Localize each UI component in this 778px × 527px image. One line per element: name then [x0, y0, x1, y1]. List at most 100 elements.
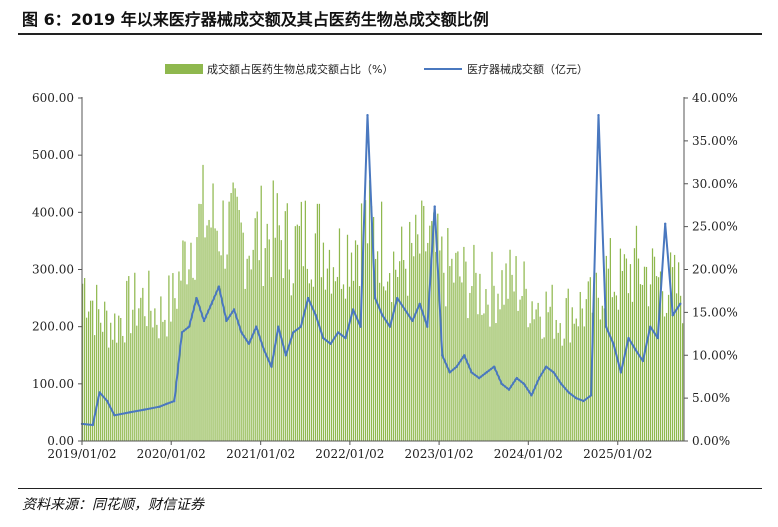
- ratio-bar: [401, 226, 403, 441]
- ratio-bar: [535, 309, 537, 441]
- ratio-bar: [220, 255, 222, 441]
- ratio-bar: [158, 338, 160, 441]
- legend: 成交额占医药生物总成交额占比（%） 医疗器械成交额（亿元）: [165, 62, 588, 76]
- ratio-bar: [583, 326, 585, 441]
- line-series: [80, 114, 682, 427]
- ratio-bar: [326, 268, 329, 441]
- ratio-bar: [603, 308, 605, 441]
- ratio-bar: [134, 272, 136, 441]
- trading-amount-point: [262, 348, 265, 351]
- right-tick-label: 25.00%: [692, 220, 738, 234]
- trading-amount-point: [649, 325, 652, 328]
- ratio-bar: [677, 262, 680, 441]
- ratio-bar: [90, 300, 92, 441]
- ratio-bar: [657, 277, 660, 441]
- ratio-bar: [196, 237, 198, 441]
- ratio-bar: [152, 327, 154, 441]
- ratio-bar: [172, 273, 174, 441]
- ratio-bar: [521, 296, 523, 441]
- right-tick-label: 35.00%: [692, 134, 738, 148]
- ratio-bar: [204, 237, 206, 441]
- ratio-bar: [306, 268, 308, 441]
- ratio-bar: [561, 345, 563, 441]
- ratio-bar: [385, 290, 387, 441]
- ratio-bar: [224, 268, 226, 441]
- ratio-bar: [595, 272, 597, 441]
- figure-title: 图 6：2019 年以来医疗器械成交额及其占医药生物总成交额比例: [22, 10, 489, 29]
- ratio-bar: [417, 234, 419, 441]
- trading-amount-point: [217, 285, 221, 288]
- ratio-bar: [527, 327, 529, 441]
- ratio-bar: [190, 242, 192, 441]
- trading-amount-point: [470, 371, 473, 374]
- left-tick-label: 300.00: [32, 263, 74, 277]
- legend-label-ratio: 成交额占医药生物总成交额占比（%）: [207, 62, 393, 76]
- ratio-bar: [665, 312, 668, 441]
- ratio-bar: [393, 251, 395, 441]
- ratio-bar: [268, 239, 270, 441]
- trading-amount-point: [515, 376, 518, 380]
- ratio-bar: [517, 310, 519, 441]
- ratio-bar: [102, 331, 104, 441]
- trading-amount-point: [411, 319, 414, 323]
- ratio-bar: [403, 260, 405, 441]
- trading-amount-point: [426, 325, 429, 328]
- ratio-bar: [471, 286, 473, 441]
- ratio-bar: [423, 205, 425, 441]
- ratio-bar: [322, 242, 325, 441]
- ratio-bar: [573, 323, 575, 441]
- ratio-bar: [142, 287, 144, 441]
- ratio-bar: [549, 306, 551, 441]
- ratio-bar: [411, 242, 413, 441]
- ratio-bar: [366, 243, 369, 441]
- ratio-bar: [226, 254, 228, 441]
- ratio-bar: [302, 266, 304, 441]
- x-tick-label: 2023/01/02: [405, 447, 474, 461]
- ratio-bar: [623, 254, 626, 441]
- ratio-bar: [641, 284, 644, 441]
- ratio-bar: [663, 316, 666, 441]
- ratio-bar: [661, 291, 664, 441]
- trading-amount-point: [270, 365, 273, 368]
- ratio-bar: [116, 342, 118, 441]
- ratio-bar: [459, 276, 461, 441]
- ratio-bar: [613, 291, 616, 441]
- ratio-bar: [368, 180, 371, 441]
- dual-axis-chart: 成交额占医药生物总成交额占比（%） 医疗器械成交额（亿元） 0.00 100.00 2…: [32, 62, 738, 461]
- trading-amount-point: [314, 314, 317, 317]
- ratio-bar: [531, 301, 533, 441]
- ratio-bar: [429, 225, 431, 441]
- ratio-bar: [425, 251, 427, 441]
- trading-amount-point: [366, 114, 369, 117]
- ratio-bar: [94, 335, 96, 441]
- trading-amount-point: [492, 365, 496, 368]
- ratio-bar: [413, 256, 415, 441]
- ratio-bar: [607, 268, 609, 441]
- ratio-bar: [146, 326, 148, 441]
- trading-amount-point: [202, 319, 206, 323]
- ratio-bar: [136, 325, 138, 441]
- x-tick-label: 2024/01/02: [494, 447, 563, 461]
- ratio-bar: [276, 193, 278, 441]
- ratio-bar: [208, 219, 210, 441]
- ratio-bar: [372, 216, 375, 441]
- trading-amount-point: [507, 388, 511, 391]
- ratio-bar: [483, 313, 485, 441]
- trading-amount-point: [359, 325, 362, 328]
- trading-amount-point: [98, 391, 101, 394]
- ratio-bar: [511, 274, 513, 441]
- ratio-bar: [244, 288, 246, 441]
- ratio-bar: [627, 293, 630, 441]
- ratio-bar: [84, 278, 86, 441]
- ratio-bar: [445, 306, 447, 441]
- trading-amount-point: [522, 382, 526, 385]
- trading-amount-point: [396, 296, 399, 300]
- ratio-bar: [282, 278, 284, 441]
- ratio-bar: [92, 300, 94, 441]
- source-rule: [18, 488, 762, 489]
- ratio-bar: [260, 185, 262, 441]
- ratio-bar: [667, 294, 670, 441]
- right-tick-label: 5.00%: [692, 391, 730, 405]
- ratio-bar: [108, 347, 110, 441]
- ratio-bar: [210, 227, 212, 441]
